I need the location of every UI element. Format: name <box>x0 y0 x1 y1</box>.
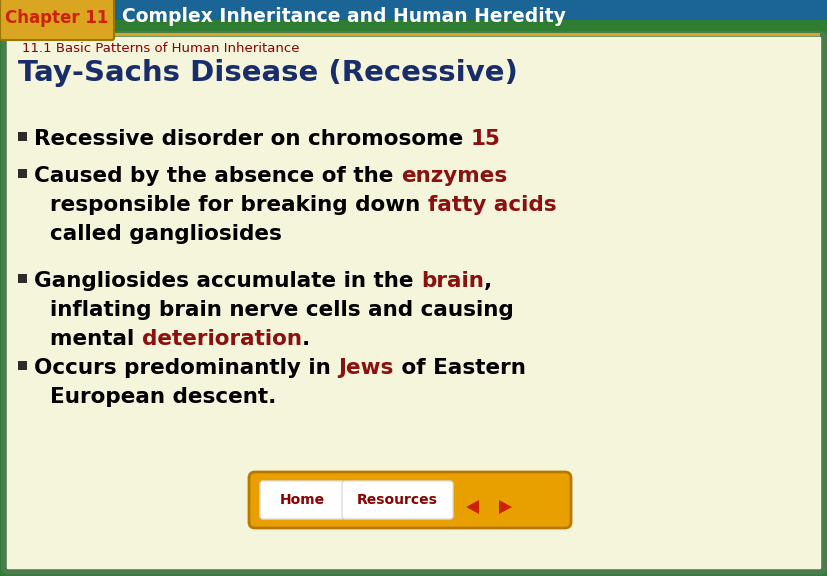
FancyBboxPatch shape <box>18 131 27 141</box>
Text: mental: mental <box>50 329 141 349</box>
Text: Chapter 11: Chapter 11 <box>5 9 108 27</box>
Text: Home: Home <box>279 493 324 507</box>
Polygon shape <box>466 500 479 514</box>
Text: 11.1 Basic Patterns of Human Inheritance: 11.1 Basic Patterns of Human Inheritance <box>22 41 299 55</box>
Text: ,: , <box>483 271 491 291</box>
FancyBboxPatch shape <box>18 169 27 177</box>
Text: Complex Inheritance and Human Heredity: Complex Inheritance and Human Heredity <box>122 6 565 25</box>
Polygon shape <box>0 0 827 20</box>
Text: inflating brain nerve cells and causing: inflating brain nerve cells and causing <box>50 300 513 320</box>
FancyBboxPatch shape <box>249 472 571 528</box>
Text: called gangliosides: called gangliosides <box>50 224 281 244</box>
Text: .: . <box>301 329 309 349</box>
FancyBboxPatch shape <box>260 481 343 519</box>
Text: fatty acids: fatty acids <box>428 195 556 215</box>
Text: Tay-Sachs Disease (Recessive): Tay-Sachs Disease (Recessive) <box>18 59 517 87</box>
Text: enzymes: enzymes <box>400 166 506 186</box>
Text: of Eastern: of Eastern <box>393 358 525 378</box>
Text: Caused by the absence of the: Caused by the absence of the <box>34 166 400 186</box>
FancyBboxPatch shape <box>18 274 27 282</box>
Polygon shape <box>8 33 819 36</box>
Text: Gangliosides accumulate in the: Gangliosides accumulate in the <box>34 271 420 291</box>
Text: responsible for breaking down: responsible for breaking down <box>50 195 428 215</box>
Text: European descent.: European descent. <box>50 387 276 407</box>
FancyBboxPatch shape <box>18 361 27 369</box>
Text: 15: 15 <box>471 129 500 149</box>
FancyBboxPatch shape <box>0 0 114 40</box>
Text: brain: brain <box>420 271 483 291</box>
FancyBboxPatch shape <box>4 34 823 572</box>
Text: Jews: Jews <box>338 358 393 378</box>
Polygon shape <box>499 500 511 514</box>
Text: Recessive disorder on chromosome: Recessive disorder on chromosome <box>34 129 471 149</box>
Text: Resources: Resources <box>356 493 437 507</box>
Text: deterioration: deterioration <box>141 329 301 349</box>
FancyBboxPatch shape <box>342 481 452 519</box>
Text: Occurs predominantly in: Occurs predominantly in <box>34 358 338 378</box>
